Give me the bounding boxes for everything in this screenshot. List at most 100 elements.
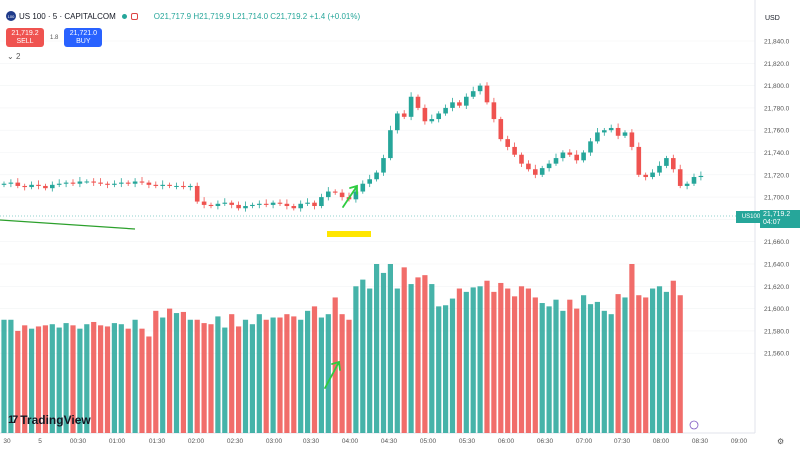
candle-body (381, 158, 386, 173)
volume-bar (1, 319, 7, 433)
candle-body (319, 197, 324, 207)
volume-bar (456, 288, 462, 433)
candle-body (457, 102, 462, 106)
price-tick-label: 21,640.0 (764, 262, 790, 269)
volume-bar (567, 299, 573, 433)
volume-bar (291, 316, 297, 433)
candle-body (546, 163, 552, 169)
volume-bar (629, 264, 635, 433)
volume-bar (477, 286, 483, 433)
volume-bar (470, 287, 476, 433)
volume-bar (401, 267, 407, 433)
price-tick-label: 21,580.0 (764, 328, 790, 335)
volume-bar (29, 328, 35, 433)
candle-body (422, 107, 428, 122)
volume-bar (249, 324, 255, 433)
volume-bar (525, 288, 531, 433)
candle-body (408, 96, 414, 117)
candle-body (188, 185, 193, 188)
symbol-legend[interactable]: 100 US 100 · 5 · CAPITALCOM O21,717.9 H2… (6, 11, 360, 21)
volume-bar (49, 324, 55, 433)
price-tick-label: 21,740.0 (764, 150, 790, 157)
volume-bar (532, 297, 538, 433)
time-tick-label: 06:30 (537, 438, 554, 445)
time-marker-icon[interactable] (689, 420, 699, 430)
candle-body (622, 132, 628, 136)
indicator-collapse-toggle[interactable]: ⌄ 2 (7, 52, 20, 61)
volume-bar (208, 324, 214, 433)
candle-body (526, 163, 531, 170)
current-price: 21,719.2 (763, 211, 791, 218)
volume-bar (408, 284, 414, 433)
buy-button[interactable]: 21,721.0 BUY (64, 28, 103, 47)
volume-bar (146, 336, 152, 433)
currency-label[interactable]: USD (765, 15, 780, 22)
time-tick-label: 00:30 (70, 438, 87, 445)
time-tick-label: 01:00 (109, 438, 126, 445)
candle-body (84, 181, 90, 183)
sell-button[interactable]: 21,719.2 SELL (6, 28, 44, 47)
candle-body (395, 113, 400, 131)
volume-bar (560, 310, 566, 433)
tradingview-logo: 17 TradingView (8, 413, 91, 427)
volume-bar (443, 305, 449, 433)
candle-body (602, 130, 607, 133)
candle-body (629, 132, 635, 147)
time-tick-label: 05:30 (459, 438, 476, 445)
candle-body (636, 146, 642, 175)
time-tick-label: 04:00 (342, 438, 359, 445)
volume-bar (436, 306, 442, 433)
candle-body (491, 102, 497, 120)
market-status-icon (121, 13, 127, 19)
candle-body (119, 182, 124, 184)
volume-bar (539, 303, 545, 433)
time-axis[interactable]: 30 5 00:30 01:00 01:30 02:00 02:30 03:00 03:30 04… (3, 438, 747, 445)
volume-bar (670, 280, 676, 433)
volume-bar (346, 319, 352, 433)
volume-bar (215, 316, 221, 433)
volume-bar (15, 330, 21, 433)
candle-body (36, 184, 41, 186)
price-axis[interactable]: 21,840.0 21,820.0 21,800.0 21,780.0 21,760.0… (764, 39, 790, 358)
candle-body (91, 181, 96, 183)
candle-body (153, 184, 159, 186)
candle-body (643, 174, 648, 178)
candle-body (270, 202, 276, 205)
candle-body (160, 184, 165, 186)
time-tick-label: 09:00 (731, 438, 748, 445)
volume-bar (70, 325, 76, 433)
current-price-tag: 21,719.2 04:07 (760, 210, 800, 228)
candle-body (257, 203, 262, 205)
buy-label: BUY (76, 38, 91, 45)
volume-bar (594, 301, 600, 433)
candle-body (305, 202, 310, 204)
candle-body (250, 204, 255, 207)
time-tick-label: 03:00 (266, 438, 283, 445)
candle-body (339, 192, 345, 198)
trend-line (0, 219, 136, 230)
candle-body (560, 152, 566, 159)
collapse-count: 2 (15, 52, 21, 61)
candle-body (139, 181, 145, 183)
candle-body (519, 154, 524, 164)
time-tick-label: 02:00 (188, 438, 205, 445)
time-tick-label: 04:30 (381, 438, 398, 445)
volume-bar (201, 323, 207, 433)
candle-body (567, 152, 573, 155)
symbol-menu-icon[interactable] (130, 12, 138, 20)
price-tick-label: 21,660.0 (764, 239, 790, 246)
volume-bar (35, 326, 42, 433)
volume-bar (160, 317, 166, 433)
candle-body (429, 119, 435, 122)
volume-bar (677, 295, 683, 433)
candle-body (43, 185, 48, 189)
candle-body (222, 202, 228, 204)
volume-bar (622, 297, 628, 433)
candle-body (360, 183, 366, 192)
volume-bar (91, 321, 97, 433)
volume-bar (270, 317, 276, 433)
axis-settings-icon[interactable]: ⚙ (777, 437, 784, 446)
volume-bar (387, 264, 393, 433)
symbol-title[interactable]: US 100 · 5 · CAPITALCOM (19, 11, 116, 21)
